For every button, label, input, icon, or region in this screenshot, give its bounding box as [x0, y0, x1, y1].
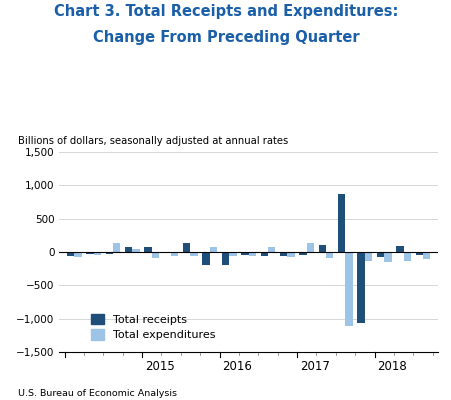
Text: 2017: 2017 — [299, 360, 329, 373]
Bar — [376, 252, 383, 257]
Bar — [241, 252, 248, 255]
Legend: Total receipts, Total expenditures: Total receipts, Total expenditures — [91, 314, 215, 340]
Bar — [93, 252, 101, 255]
Text: 2018: 2018 — [377, 360, 406, 373]
Bar — [414, 252, 422, 255]
Bar — [113, 243, 120, 252]
Bar — [403, 252, 410, 261]
Bar — [74, 252, 82, 257]
Bar — [125, 247, 132, 252]
Bar — [260, 252, 267, 256]
Text: U.S. Bureau of Economic Analysis: U.S. Bureau of Economic Analysis — [18, 389, 177, 398]
Bar — [132, 249, 139, 252]
Bar — [364, 252, 371, 261]
Text: Change From Preceding Quarter: Change From Preceding Quarter — [92, 30, 359, 45]
Text: 2015: 2015 — [145, 360, 175, 373]
Bar — [202, 252, 209, 265]
Bar — [396, 246, 403, 252]
Bar — [337, 194, 345, 252]
Bar — [357, 252, 364, 323]
Bar — [306, 243, 313, 252]
Bar — [383, 252, 391, 262]
Text: 2016: 2016 — [222, 360, 252, 373]
Bar — [183, 243, 190, 252]
Bar — [279, 252, 287, 256]
Bar — [325, 252, 333, 258]
Bar — [152, 252, 159, 258]
Bar — [345, 252, 352, 326]
Bar — [190, 252, 198, 256]
Bar — [171, 252, 178, 256]
Text: Chart 3. Total Receipts and Expenditures:: Chart 3. Total Receipts and Expenditures… — [54, 4, 397, 19]
Bar — [422, 252, 429, 259]
Bar — [299, 252, 306, 255]
Bar — [67, 252, 74, 256]
Bar — [318, 245, 325, 252]
Bar — [144, 247, 152, 252]
Bar — [267, 247, 275, 252]
Bar — [209, 247, 217, 252]
Bar — [229, 252, 236, 256]
Bar — [287, 252, 294, 257]
Bar — [221, 252, 229, 265]
Bar — [106, 252, 113, 254]
Text: Billions of dollars, seasonally adjusted at annual rates: Billions of dollars, seasonally adjusted… — [18, 136, 288, 146]
Bar — [248, 252, 255, 256]
Bar — [86, 252, 93, 254]
